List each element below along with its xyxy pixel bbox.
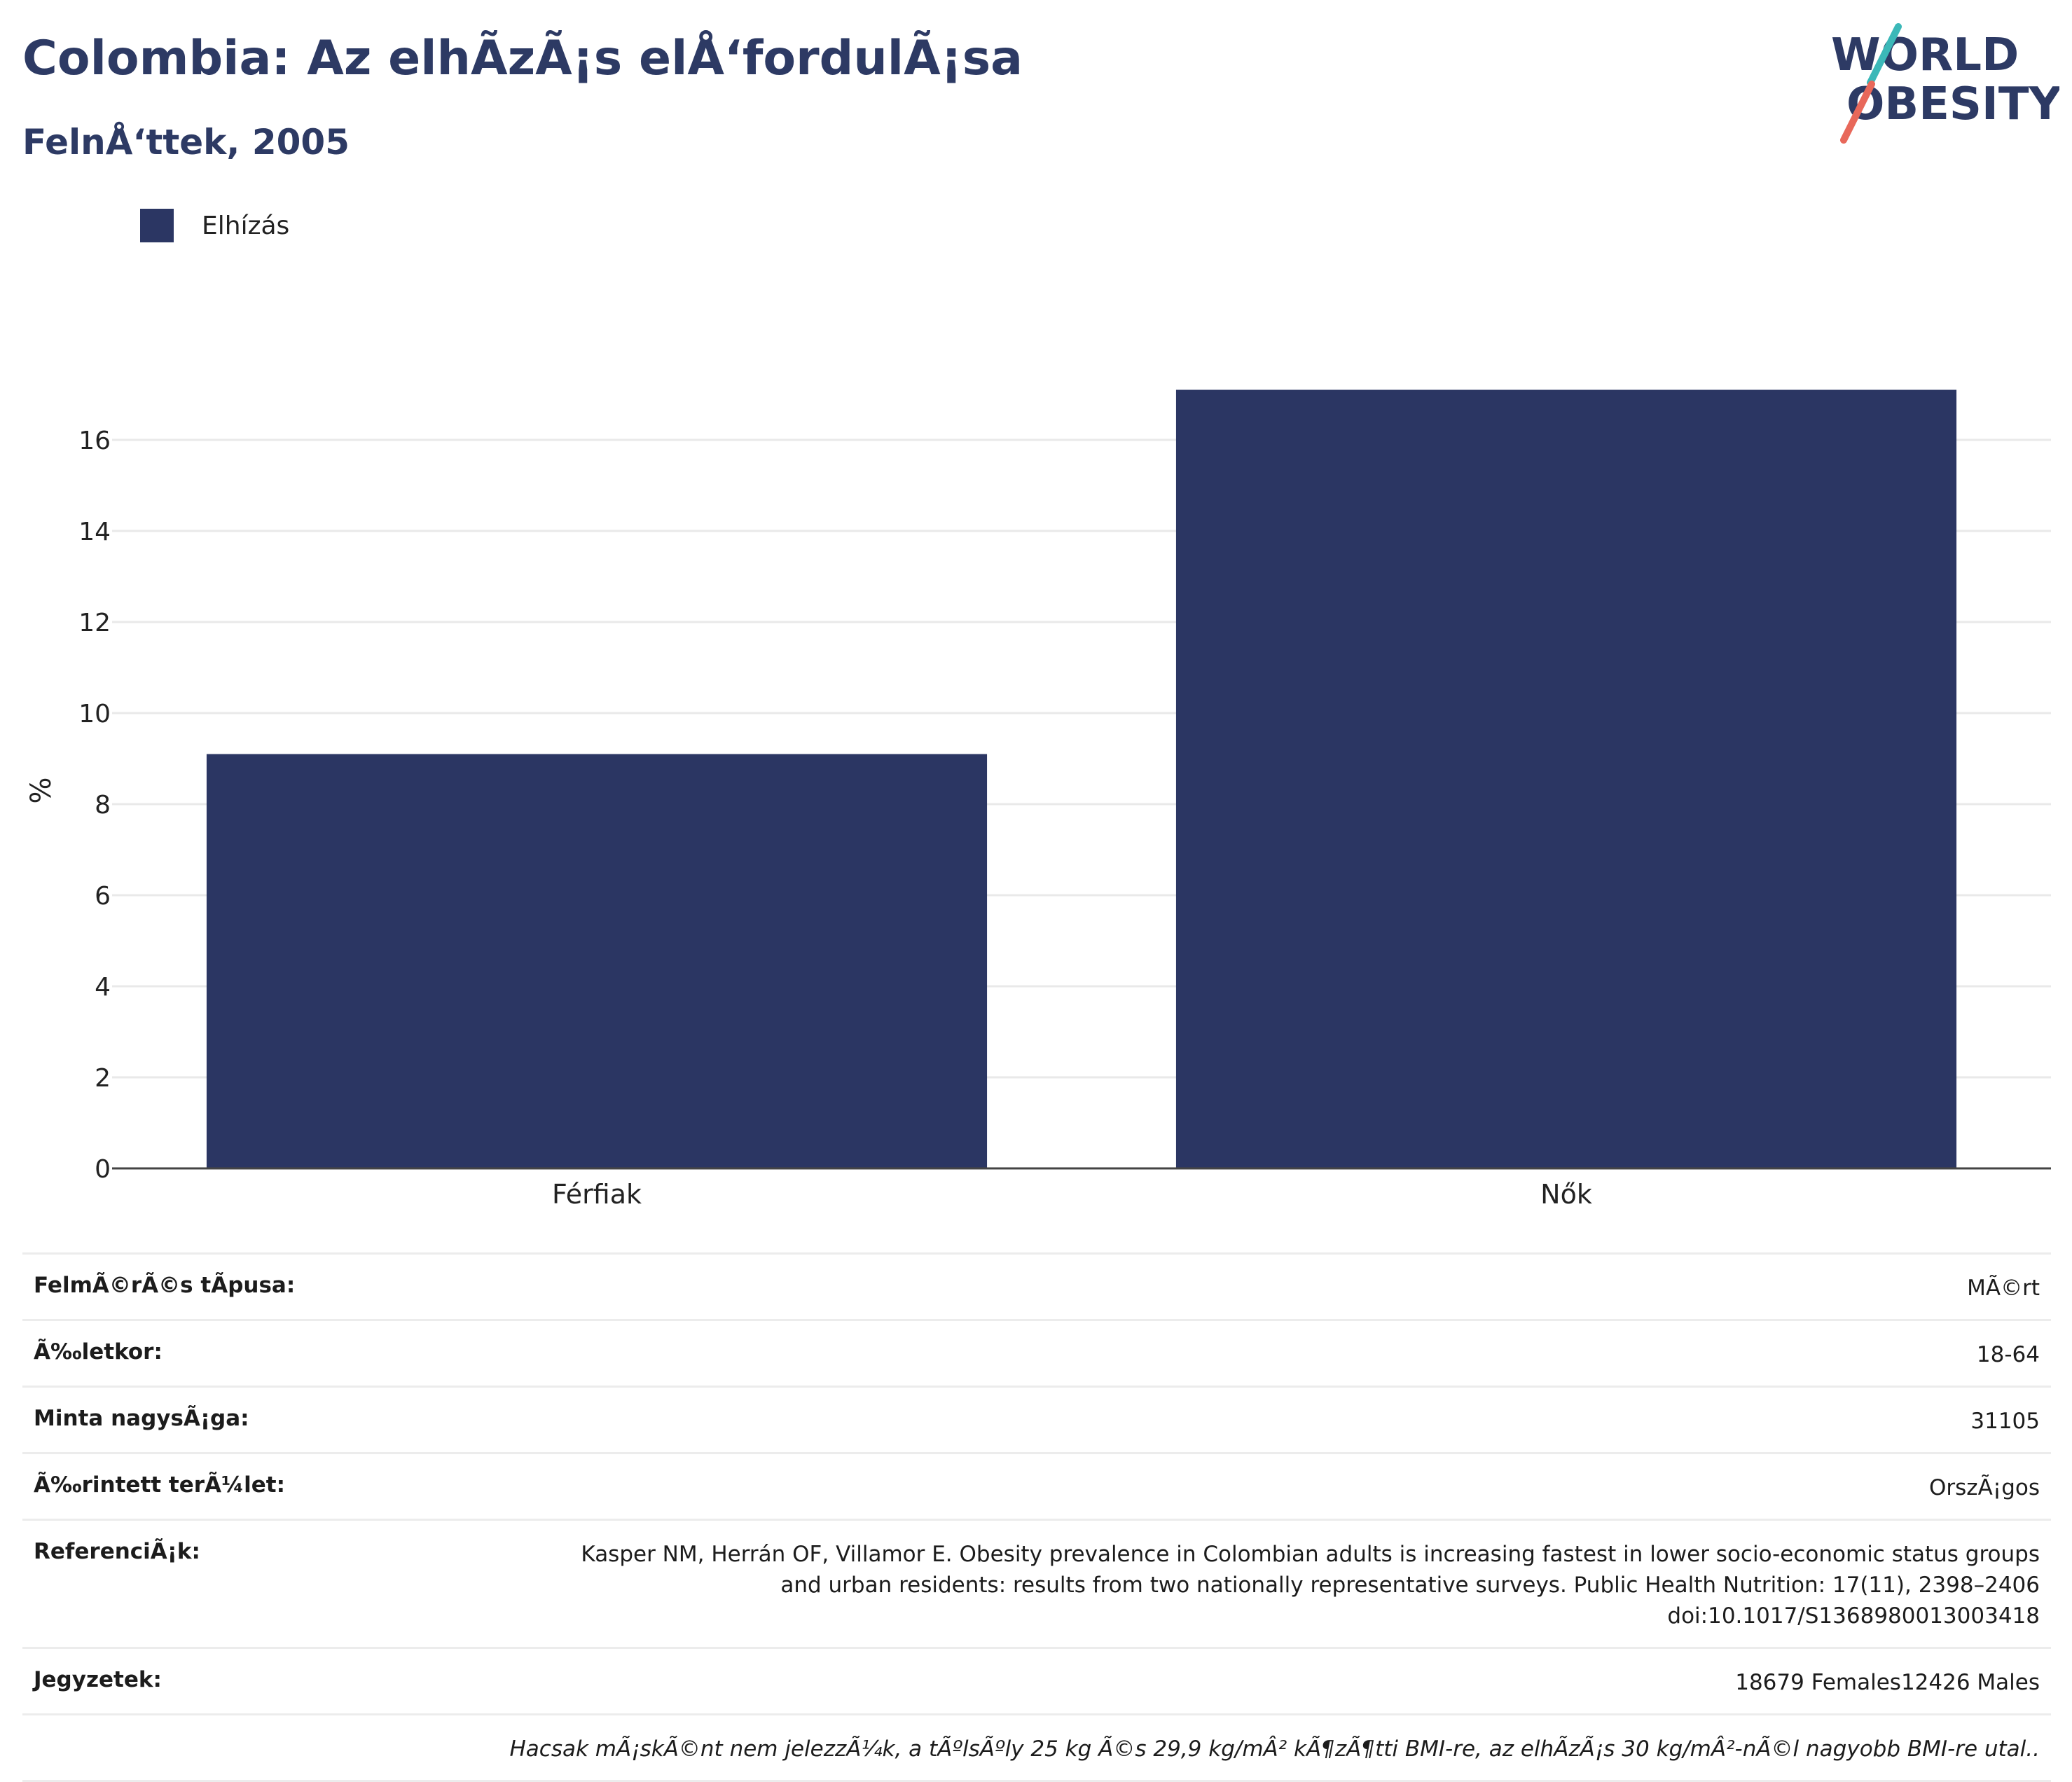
y-tick-label: 6 <box>95 882 111 911</box>
page-subtitle: FelnÅ‘ttek, 2005 <box>22 122 350 163</box>
info-row-survey-type: FelmÃ©rÃ©s tÃpusa: MÃ©rt <box>22 1252 2051 1319</box>
x-category-label: Nők <box>1540 1179 1592 1210</box>
info-key: ReferenciÃ¡k: <box>34 1539 200 1564</box>
info-row-footnote: Hacsak mÃ¡skÃ©nt nem jelezzÃ¼k, a tÃºlsÃ… <box>22 1713 2051 1782</box>
y-axis-ticks: 0 2 4 6 8 10 12 14 16 <box>78 427 111 1184</box>
legend-swatch <box>140 209 174 242</box>
y-tick-label: 10 <box>78 700 111 728</box>
y-tick-label: 14 <box>78 518 111 546</box>
chart-legend: Elhízás <box>140 209 289 242</box>
bar-chart: 0 2 4 6 8 10 12 14 16 Férfiak Nők % <box>25 389 2051 1210</box>
info-key: Minta nagysÃ¡ga: <box>34 1406 249 1431</box>
info-key: Jegyzetek: <box>34 1667 162 1692</box>
info-row-area: Ã‰rintett terÃ¼let: OrszÃ¡gos <box>22 1452 2051 1519</box>
world-obesity-logo: WORLD OBESITY <box>1831 23 2059 144</box>
logo-line-2: OBESITY <box>1846 78 2059 130</box>
chart-bars <box>206 389 1957 1168</box>
page-title: Colombia: Az elhÃzÃ¡s elÅ‘fordulÃ¡sa <box>22 31 1023 86</box>
logo-slash-teal-icon <box>1867 23 1902 86</box>
y-axis-label: % <box>25 777 57 803</box>
info-value: 18679 Females12426 Males <box>1735 1670 2040 1695</box>
footnote-text: Hacsak mÃ¡skÃ©nt nem jelezzÃ¼k, a tÃºlsÃ… <box>509 1736 2040 1762</box>
x-axis-categories: Férfiak Nők <box>552 1179 1592 1210</box>
x-category-label: Férfiak <box>552 1179 642 1210</box>
info-value: 31105 <box>1970 1409 2040 1434</box>
y-tick-label: 16 <box>78 427 111 455</box>
info-row-references: ReferenciÃ¡k: Kasper NM, Herrán OF, Vill… <box>22 1519 2051 1647</box>
y-tick-label: 0 <box>95 1155 111 1184</box>
reference-doi: doi:10.1017/S1368980013003418 <box>1667 1603 2040 1629</box>
y-tick-label: 8 <box>95 791 111 820</box>
info-key: Ã‰rintett terÃ¼let: <box>34 1472 285 1498</box>
logo-slash-coral-icon <box>1840 81 1875 144</box>
info-row-age: Ã‰letkor: 18-64 <box>22 1319 2051 1386</box>
info-key: FelmÃ©rÃ©s tÃpusa: <box>34 1273 296 1298</box>
logo-line-1: WORLD <box>1831 29 2019 81</box>
y-tick-label: 4 <box>95 973 111 1002</box>
y-tick-label: 2 <box>95 1064 111 1093</box>
info-row-notes: Jegyzetek: 18679 Females12426 Males <box>22 1647 2051 1713</box>
info-value: MÃ©rt <box>1967 1276 2040 1301</box>
info-row-sample-size: Minta nagysÃ¡ga: 31105 <box>22 1386 2051 1452</box>
bar-1 <box>206 754 988 1168</box>
reference-line: and urban residents: results from two na… <box>780 1573 2040 1598</box>
info-value: 18-64 <box>1976 1342 2040 1367</box>
y-tick-label: 12 <box>78 609 111 637</box>
info-value: Kasper NM, Herrán OF, Villamor E. Obesit… <box>581 1539 2040 1631</box>
reference-line: Kasper NM, Herrán OF, Villamor E. Obesit… <box>581 1542 2040 1567</box>
legend-label: Elhízás <box>202 211 290 240</box>
bar-2 <box>1175 389 1957 1168</box>
info-value: OrszÃ¡gos <box>1929 1475 2040 1500</box>
info-key: Ã‰letkor: <box>34 1339 163 1365</box>
survey-info-table: FelmÃ©rÃ©s tÃpusa: MÃ©rt Ã‰letkor: 18-64… <box>22 1252 2051 1782</box>
